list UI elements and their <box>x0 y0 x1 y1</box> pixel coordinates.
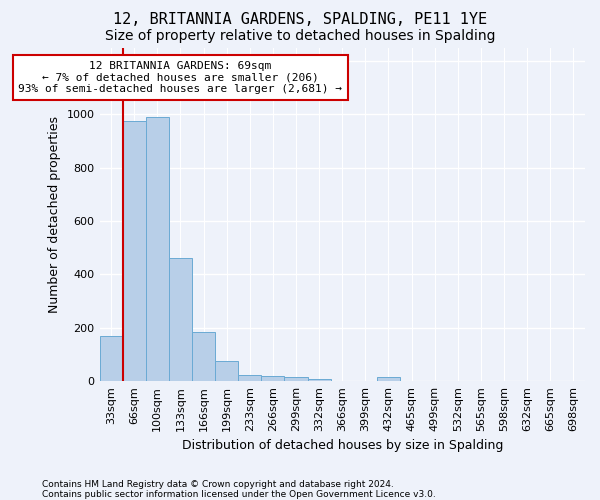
Text: Size of property relative to detached houses in Spalding: Size of property relative to detached ho… <box>105 29 495 43</box>
Bar <box>169 258 192 381</box>
Text: Contains public sector information licensed under the Open Government Licence v3: Contains public sector information licen… <box>42 490 436 499</box>
Y-axis label: Number of detached properties: Number of detached properties <box>48 116 61 313</box>
Bar <box>308 379 331 381</box>
Bar <box>192 332 215 381</box>
Bar <box>122 121 146 381</box>
Bar <box>238 374 262 381</box>
X-axis label: Distribution of detached houses by size in Spalding: Distribution of detached houses by size … <box>182 440 503 452</box>
Text: Contains HM Land Registry data © Crown copyright and database right 2024.: Contains HM Land Registry data © Crown c… <box>42 480 394 489</box>
Bar <box>284 377 308 381</box>
Bar <box>100 336 122 381</box>
Text: 12 BRITANNIA GARDENS: 69sqm
← 7% of detached houses are smaller (206)
93% of sem: 12 BRITANNIA GARDENS: 69sqm ← 7% of deta… <box>19 61 343 94</box>
Bar <box>377 377 400 381</box>
Bar <box>262 376 284 381</box>
Bar <box>146 117 169 381</box>
Text: 12, BRITANNIA GARDENS, SPALDING, PE11 1YE: 12, BRITANNIA GARDENS, SPALDING, PE11 1Y… <box>113 12 487 28</box>
Bar <box>215 361 238 381</box>
